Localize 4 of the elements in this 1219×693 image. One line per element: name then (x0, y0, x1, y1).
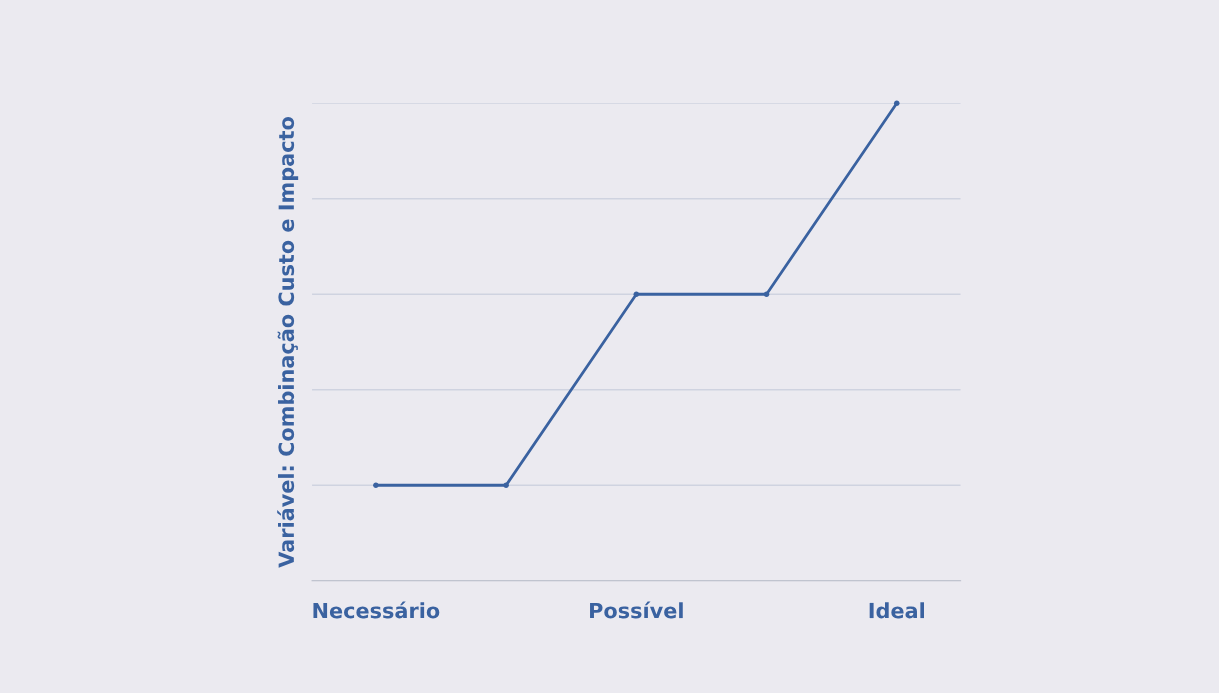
y-axis-title: Variável: Combinação Custo e Impacto (277, 117, 299, 568)
x-tick-label: Necessário (313, 601, 440, 619)
x-tick-label: Possível (590, 601, 683, 619)
x-tick-label: Ideal (869, 602, 925, 619)
